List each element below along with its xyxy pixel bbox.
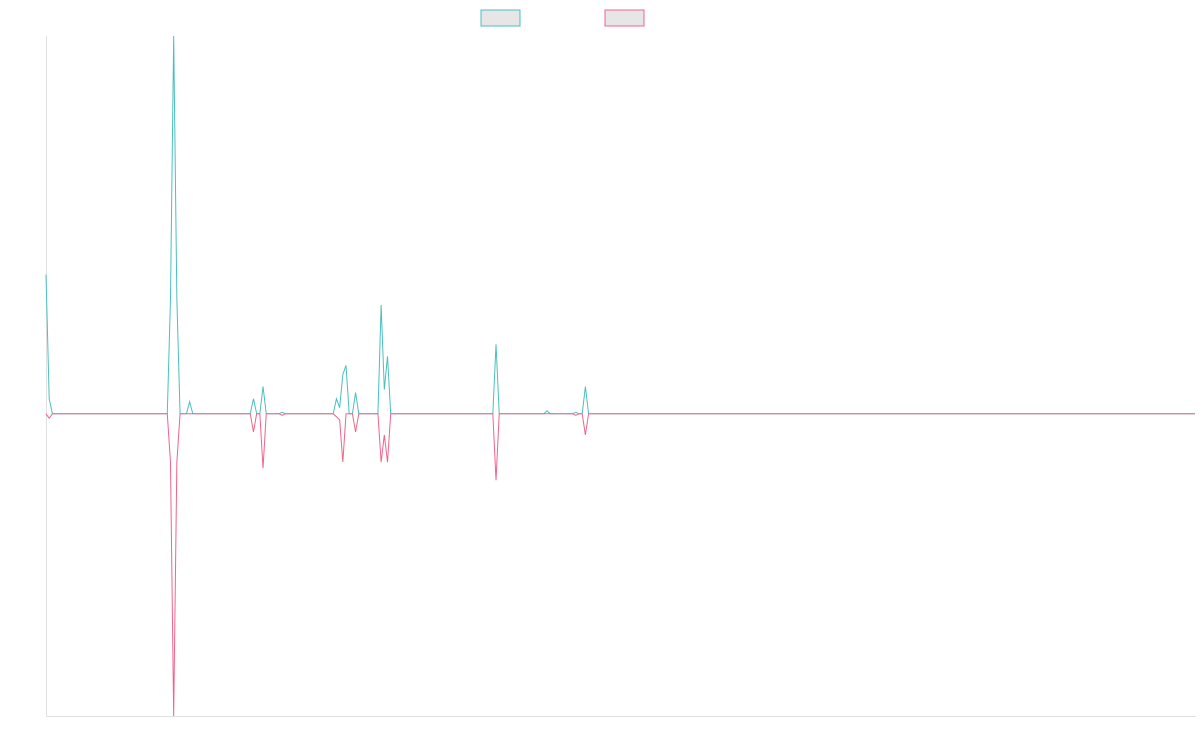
series-line-2[interactable] [45,413,1195,717]
legend[interactable] [480,9,645,27]
axes [46,36,1196,717]
legend-swatch-series-1[interactable] [480,9,521,27]
plot-area [45,35,1195,717]
series-line-1[interactable] [45,35,1195,415]
legend-swatch-series-2[interactable] [604,9,645,27]
